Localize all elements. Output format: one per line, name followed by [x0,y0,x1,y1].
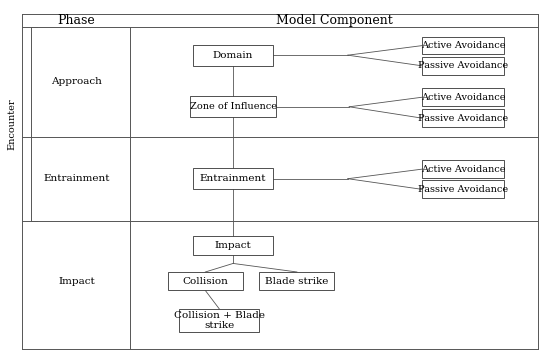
FancyBboxPatch shape [422,109,504,127]
Text: Passive Avoidance: Passive Avoidance [418,185,508,194]
Text: Active Avoidance: Active Avoidance [421,93,506,102]
Text: Encounter: Encounter [8,98,17,150]
FancyBboxPatch shape [193,45,273,66]
Text: Collision + Blade
strike: Collision + Blade strike [174,311,265,330]
Text: Passive Avoidance: Passive Avoidance [418,114,508,123]
Text: Collision: Collision [183,277,228,286]
FancyBboxPatch shape [422,88,504,106]
FancyBboxPatch shape [190,96,276,117]
Text: Blade strike: Blade strike [265,277,329,286]
Text: Passive Avoidance: Passive Avoidance [418,61,508,70]
Text: Active Avoidance: Active Avoidance [421,164,506,174]
FancyBboxPatch shape [422,160,504,178]
Text: Approach: Approach [51,77,102,87]
Text: Zone of Influence: Zone of Influence [190,102,276,111]
FancyBboxPatch shape [193,168,273,189]
FancyBboxPatch shape [168,272,243,290]
Text: Entrainment: Entrainment [200,174,266,183]
FancyBboxPatch shape [179,309,260,332]
FancyBboxPatch shape [422,37,504,54]
FancyBboxPatch shape [260,272,335,290]
Text: Impact: Impact [58,277,95,286]
Text: Active Avoidance: Active Avoidance [421,41,506,50]
Text: Entrainment: Entrainment [43,174,110,183]
FancyBboxPatch shape [193,236,273,255]
FancyBboxPatch shape [422,180,504,198]
Text: Domain: Domain [213,51,253,60]
Text: Phase: Phase [57,14,95,27]
Text: Impact: Impact [215,241,251,250]
Text: Model Component: Model Component [276,14,393,27]
FancyBboxPatch shape [422,57,504,75]
